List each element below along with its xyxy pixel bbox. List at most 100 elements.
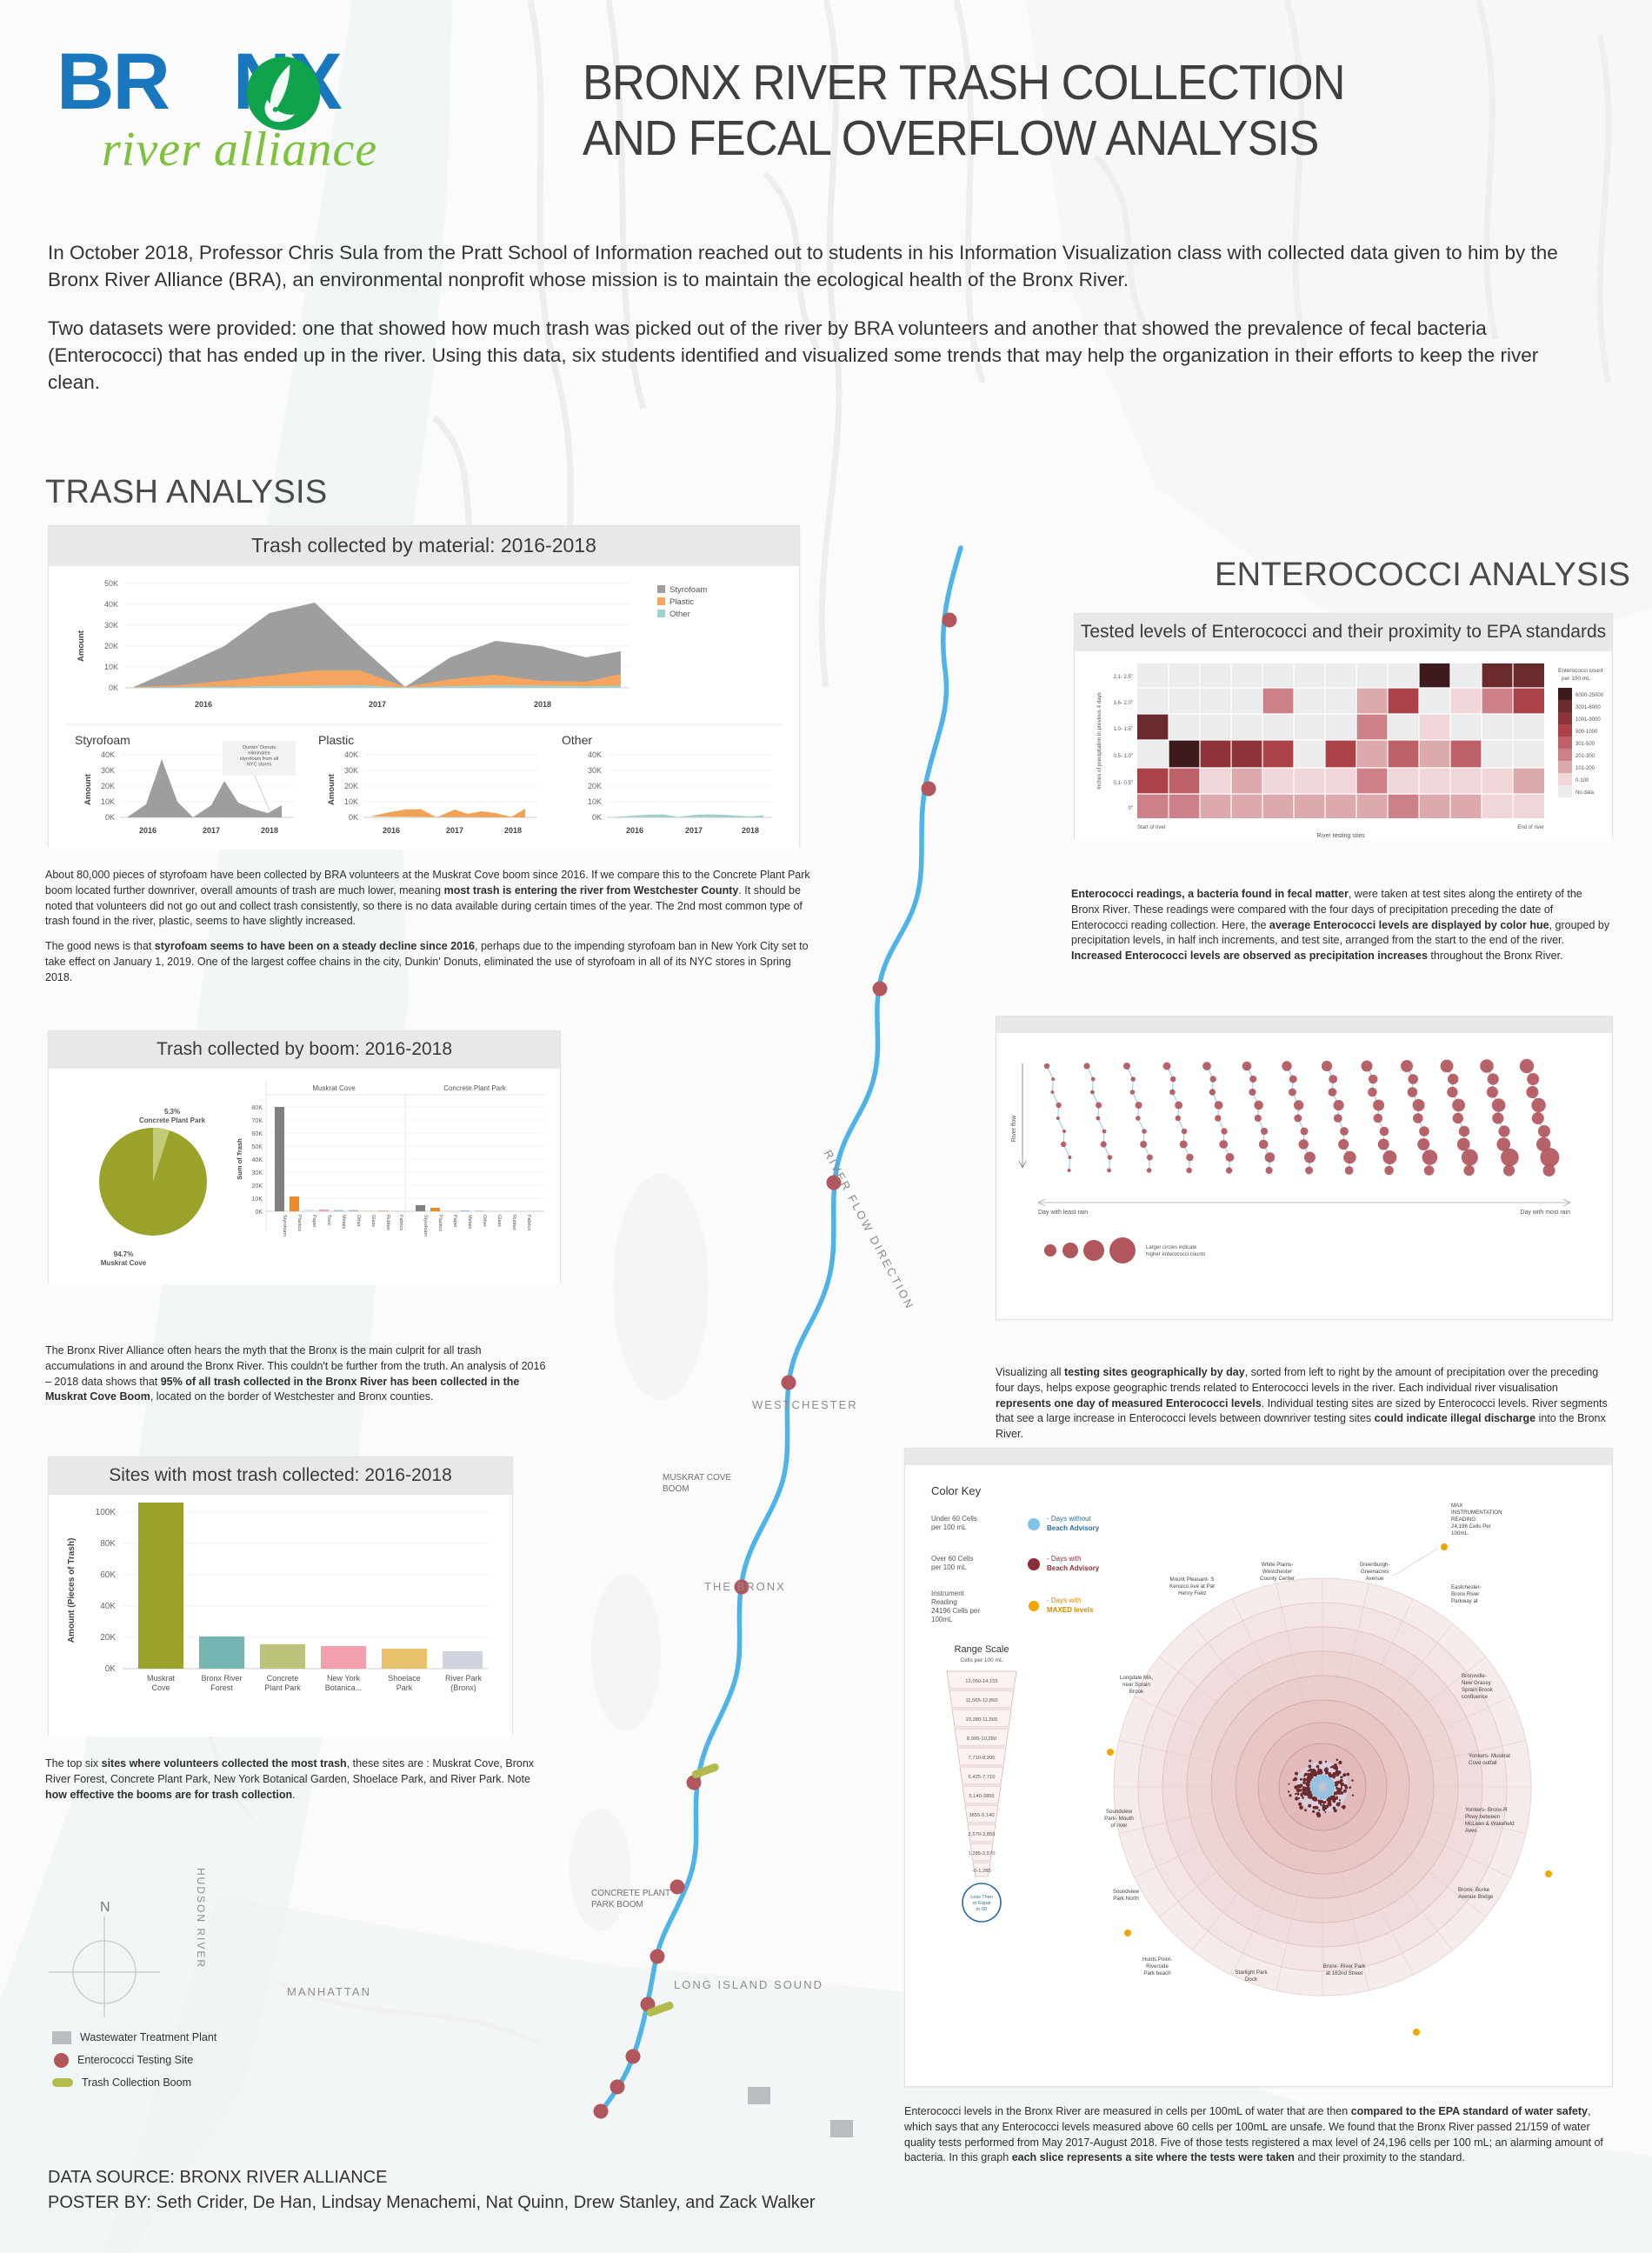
svg-text:Forest: Forest (210, 1683, 233, 1692)
site-labels: MAX INSTRUMENTATION READING: 24,196 Cell… (1104, 1503, 1552, 2036)
map-label-muskrat-cove-boom: MUSKRAT COVE BOOM (663, 1473, 732, 1494)
svg-text:Toxic: Toxic (326, 1215, 331, 1226)
svg-text:50K: 50K (104, 579, 118, 588)
svg-text:30K: 30K (344, 766, 358, 775)
svg-text:40K: 40K (100, 1602, 116, 1611)
svg-text:0.5- 1.0": 0.5- 1.0" (1114, 754, 1133, 759)
bar-bronx-river-forest (199, 1636, 244, 1669)
svg-text:Greenburgh-: Greenburgh- (1359, 1562, 1389, 1568)
svg-text:Henry Field: Henry Field (1178, 1590, 1206, 1596)
svg-text:1,285-2,570: 1,285-2,570 (969, 1851, 996, 1856)
svg-text:River flow: River flow (1011, 1115, 1017, 1143)
footer-data-source: DATA SOURCE: BRONX RIVER ALLIANCE (48, 2168, 388, 2187)
panel-entero-heatmap: Tested levels of Enterococci and their p… (1074, 613, 1613, 841)
panel-entero-precip-days: River flow Day with least rain Day with … (996, 1016, 1613, 1320)
svg-text:Soundview: Soundview (1106, 1809, 1133, 1815)
chart-entero-precip-days: River flow Day with least rain Day with … (1011, 1058, 1571, 1263)
svg-text:Yonkers- Muskrat: Yonkers- Muskrat (1469, 1753, 1510, 1759)
svg-text:50K: 50K (252, 1144, 263, 1150)
note-epa: Enterococci levels in the Bronx River ar… (904, 2104, 1613, 2176)
svg-text:80K: 80K (252, 1105, 263, 1111)
svg-text:2018: 2018 (534, 700, 551, 709)
svg-text:Styrofoam: Styrofoam (423, 1215, 428, 1236)
panel-title-epa (905, 1449, 1612, 1465)
svg-text:30K: 30K (101, 766, 115, 775)
svg-text:Concrete Plant Park: Concrete Plant Park (139, 1117, 206, 1124)
svg-text:0K: 0K (105, 813, 115, 822)
svg-text:River testing sites: River testing sites (1316, 833, 1365, 839)
svg-text:40K: 40K (104, 600, 118, 609)
map-legend-item-testing-site: Enterococci Testing Site (52, 2049, 265, 2071)
svg-text:Dunkin' Donuts: Dunkin' Donuts (243, 745, 276, 750)
svg-text:Other: Other (482, 1215, 487, 1227)
svg-text:Muskrat: Muskrat (147, 1674, 176, 1683)
pie-trash-boom: 5.3% Concrete Plant Park 94.7% Muskrat C… (99, 1108, 207, 1267)
legend-trash-material: Styrofoam Plastic Other (657, 585, 707, 619)
svg-text:Pkwy between: Pkwy between (1465, 1814, 1500, 1820)
svg-text:Muskrat Cove: Muskrat Cove (312, 1084, 356, 1092)
bar-shoelace-park (382, 1649, 427, 1669)
compass-rose-icon: N (49, 1900, 160, 2017)
note-trash-material-p1: About 80,000 pieces of styrofoam have be… (45, 869, 810, 928)
svg-text:Styrofoam: Styrofoam (282, 1215, 287, 1236)
svg-text:Kensico Ave at Pat: Kensico Ave at Pat (1169, 1583, 1215, 1590)
svg-text:Aves: Aves (1465, 1828, 1477, 1834)
section-heading-trash: TRASH ANALYSIS (45, 474, 328, 510)
svg-text:Styrofoam: Styrofoam (669, 585, 707, 595)
svg-text:MAX: MAX (1451, 1503, 1462, 1509)
note-trash-boom-p1: The Bronx River Alliance often hears the… (45, 1344, 546, 1403)
map-label-westchester: WESTCHESTER (752, 1398, 858, 1411)
svg-text:20K: 20K (101, 782, 115, 790)
svg-text:Other: Other (356, 1215, 361, 1227)
svg-text:per 100 mL: per 100 mL (931, 1563, 967, 1571)
svg-text:NYC stores: NYC stores (247, 763, 272, 768)
svg-text:8,995-10,280: 8,995-10,280 (967, 1736, 996, 1742)
svg-text:20K: 20K (252, 1183, 263, 1190)
svg-text:Concrete: Concrete (267, 1674, 299, 1683)
svg-text:3001-6000: 3001-6000 (1575, 705, 1601, 710)
svg-text:Less Than: Less Than (970, 1895, 993, 1900)
svg-text:2017: 2017 (685, 826, 703, 835)
testing-site-markers (593, 612, 957, 2119)
map-legend-label-boom: Trash Collection Boom (82, 2076, 191, 2089)
svg-text:INSTRUMENTATION: INSTRUMENTATION (1451, 1510, 1502, 1516)
svg-text:20K: 20K (344, 782, 358, 790)
note-trash-boom: The Bronx River Alliance often hears the… (45, 1343, 550, 1415)
svg-text:1001-3000: 1001-3000 (1575, 717, 1601, 723)
svg-text:End of river: End of river (1517, 825, 1544, 830)
trash-collection-booms (646, 1763, 719, 2017)
wastewater-plant-markers (748, 2087, 853, 2137)
svg-text:Park: Park (396, 1683, 413, 1692)
panel-sites-most-trash: Sites with most trash collected: 2016-20… (48, 1456, 513, 1736)
svg-text:per 100 mL: per 100 mL (931, 1523, 967, 1531)
svg-text:10K: 10K (344, 797, 358, 806)
note-trash-material: About 80,000 pieces of styrofoam have be… (45, 868, 810, 995)
svg-text:11,565-12,850: 11,565-12,850 (966, 1698, 998, 1703)
svg-text:Amount: Amount (77, 630, 86, 662)
svg-text:Rubber: Rubber (385, 1215, 390, 1230)
svg-text:Park- Mouth: Park- Mouth (1104, 1816, 1134, 1822)
panel-trash-by-boom: Trash collected by boom: 2016-2018 5.3% … (48, 1030, 561, 1284)
svg-text:0K: 0K (105, 1664, 117, 1674)
svg-text:Muskrat Cove: Muskrat Cove (101, 1259, 147, 1267)
svg-text:0K: 0K (255, 1210, 263, 1216)
svg-text:Range Scale: Range Scale (955, 1644, 1009, 1655)
bars-trash-boom: Muskrat Cove Concrete Plant Park 80K 70K… (236, 1081, 544, 1236)
panel-epa-radial: Color Key Under 60 Cells per 100 mL - Da… (904, 1448, 1613, 2087)
svg-text:styrofoam from all: styrofoam from all (240, 757, 278, 762)
svg-text:20K: 20K (104, 642, 118, 650)
svg-text:Rubber: Rubber (511, 1215, 516, 1230)
svg-text:40K: 40K (101, 750, 115, 759)
svg-text:at 182nd Street: at 182nd Street (1326, 1970, 1363, 1976)
svg-text:Hunts Point-: Hunts Point- (1142, 1956, 1172, 1963)
svg-text:higher enterococci counts: higher enterococci counts (1146, 1252, 1205, 1257)
svg-text:Park beach: Park beach (1143, 1970, 1171, 1976)
svg-text:Amount (Pieces of Trash): Amount (Pieces of Trash) (67, 1538, 77, 1643)
svg-text:Cove outfall: Cove outfall (1469, 1760, 1497, 1766)
svg-text:500-1000: 500-1000 (1575, 730, 1598, 735)
svg-text:Fabrics: Fabrics (526, 1215, 531, 1230)
bar-nybg (321, 1646, 366, 1669)
svg-text:Greenacres: Greenacres (1361, 1569, 1389, 1575)
svg-text:Soundview: Soundview (1113, 1889, 1140, 1895)
svg-text:County Center: County Center (1260, 1576, 1295, 1582)
